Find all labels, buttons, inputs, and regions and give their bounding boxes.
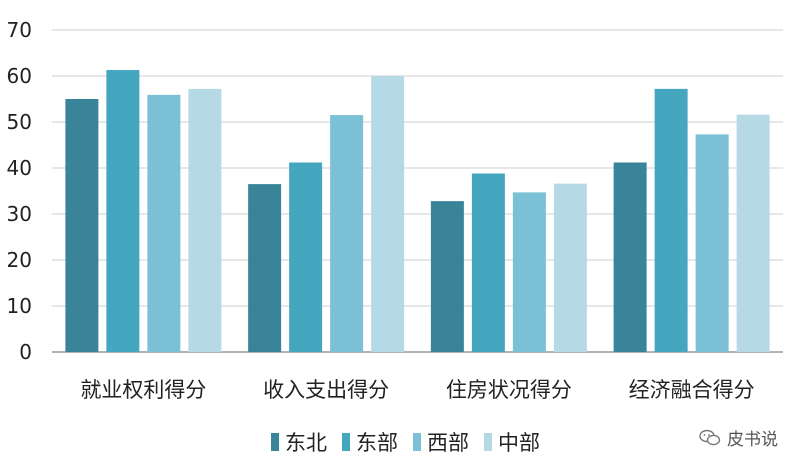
y-tick-label: 60 <box>7 64 32 88</box>
bar <box>330 115 364 352</box>
bar <box>471 173 505 352</box>
x-axis: 就业权利得分 收入支出得分 住房状况得分 经济融合得分 <box>80 378 754 402</box>
bar <box>147 94 181 353</box>
legend: 东北 东部 西部 中部 <box>271 431 540 455</box>
y-tick-label: 0 <box>19 340 32 364</box>
bar <box>188 88 222 352</box>
bar <box>430 201 464 352</box>
legend-swatch <box>271 433 279 451</box>
bar <box>736 114 770 352</box>
legend-swatch <box>413 433 421 451</box>
bar <box>553 183 587 352</box>
bar <box>654 88 688 352</box>
x-tick-label: 收入支出得分 <box>263 378 389 402</box>
bar <box>371 76 405 352</box>
bar <box>613 162 647 352</box>
x-tick-label: 经济融合得分 <box>629 378 755 402</box>
bar <box>65 99 99 352</box>
bars <box>65 70 770 353</box>
y-tick-label: 40 <box>7 156 32 180</box>
x-tick-label: 住房状况得分 <box>446 378 572 402</box>
bar <box>512 192 546 352</box>
bar <box>289 162 323 352</box>
y-tick-label: 20 <box>7 248 32 272</box>
y-tick-label: 70 <box>7 18 32 42</box>
watermark-text: 皮书说 <box>727 430 778 450</box>
y-tick-label: 10 <box>7 294 32 318</box>
bar <box>248 184 282 352</box>
watermark: 皮书说 <box>699 425 778 450</box>
legend-swatch <box>484 433 492 451</box>
y-axis: 0 10 20 30 40 50 60 70 <box>7 18 32 364</box>
y-tick-label: 50 <box>7 110 32 134</box>
legend-swatch <box>342 433 350 451</box>
legend-label: 东部 <box>356 431 398 455</box>
x-tick-label: 就业权利得分 <box>80 378 206 402</box>
wechat-icon <box>699 429 721 445</box>
bar <box>106 70 140 353</box>
legend-label: 西部 <box>427 431 469 455</box>
y-tick-label: 30 <box>7 202 32 226</box>
bar <box>695 134 729 352</box>
legend-label: 东北 <box>285 431 327 455</box>
legend-label: 中部 <box>498 431 540 455</box>
